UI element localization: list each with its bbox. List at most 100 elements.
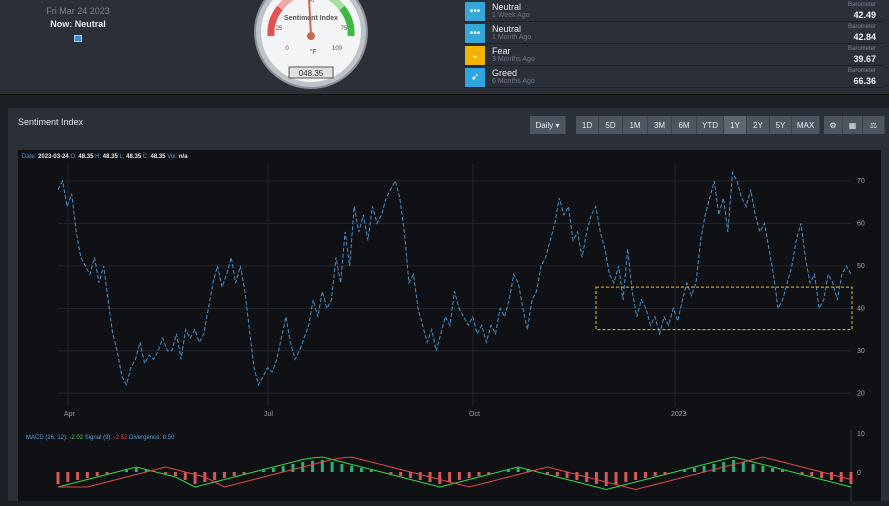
- range-5y[interactable]: 5Y: [770, 116, 792, 134]
- macd-histogram-bar: [66, 472, 70, 482]
- macd-histogram-bar: [712, 464, 716, 472]
- macd-histogram-bar: [311, 460, 315, 472]
- dots-icon: •••: [465, 2, 485, 21]
- history-item-3-months[interactable]: ⌄ Fear 3 Months Ago Barometer 39.67: [464, 44, 884, 66]
- macd-histogram-bar: [643, 472, 647, 478]
- macd-histogram-bar: [105, 472, 109, 474]
- macd-histogram-bar: [526, 470, 530, 472]
- macd-histogram-bar: [829, 472, 833, 480]
- y-tick-label: 50: [857, 263, 865, 270]
- gauge-tick-0: 0: [285, 46, 289, 52]
- macd-histogram-bar: [448, 472, 452, 482]
- macd-y-tick-label: 0: [857, 470, 861, 477]
- macd-histogram-bar: [751, 464, 755, 472]
- macd-histogram-bar: [614, 472, 618, 484]
- macd-histogram-bar: [604, 472, 608, 486]
- sentiment-line-chart: Apr Jul Oct 2023 20 30 40 50 60 70 10 0: [56, 164, 865, 501]
- rocket-icon: ➶: [465, 68, 485, 87]
- range-2y[interactable]: 2Y: [747, 116, 770, 134]
- macd-histogram-bar: [56, 472, 60, 484]
- macd-histogram-bar: [594, 472, 598, 484]
- panel-title: Sentiment Index: [18, 117, 84, 127]
- sentiment-chart-panel: Sentiment Index Daily ▾ 1D 5D 1M 3M 6M Y…: [8, 108, 889, 501]
- macd-histogram-bar: [565, 472, 569, 478]
- flag-icon: [74, 35, 82, 42]
- macd-histogram-bar: [222, 472, 226, 478]
- range-ytd[interactable]: YTD: [697, 116, 724, 134]
- x-tick-label: Jul: [264, 411, 273, 418]
- macd-histogram-bar: [389, 472, 393, 474]
- macd-histogram-bar: [624, 472, 628, 482]
- macd-histogram-bar: [330, 462, 334, 472]
- y-tick-label: 30: [857, 348, 865, 355]
- history-item-1-month[interactable]: ••• Neutral 1 Month Ago Barometer 42.84: [464, 22, 884, 44]
- macd-signal-line: [58, 456, 852, 491]
- macd-histogram-bar: [85, 472, 89, 478]
- macd-histogram-bar: [340, 464, 344, 472]
- range-5d[interactable]: 5D: [599, 116, 623, 134]
- macd-histogram-bar: [634, 472, 638, 480]
- history-list: ••• Neutral 1 Week Ago Barometer 42.49 •…: [464, 0, 884, 88]
- macd-histogram-bar: [820, 472, 824, 478]
- range-6m[interactable]: 6M: [672, 116, 697, 134]
- macd-histogram-bar: [732, 460, 736, 472]
- macd-histogram-bar: [575, 472, 579, 480]
- range-3m[interactable]: 3M: [648, 116, 672, 134]
- history-item-1-week[interactable]: ••• Neutral 1 Week Ago Barometer 42.49: [464, 0, 884, 22]
- chart-area[interactable]: Date: 2023-03-24 O: 48.35 H: 48.35 L: 48…: [18, 150, 881, 501]
- macd-histogram-bar: [213, 472, 217, 480]
- macd-histogram-bar: [125, 470, 129, 472]
- macd-histogram-bar: [281, 466, 285, 472]
- gauge-needle: [308, 0, 312, 37]
- macd-histogram-bar: [350, 466, 354, 472]
- calculator-icon[interactable]: ▦: [843, 116, 863, 134]
- macd-histogram-bar: [683, 470, 687, 472]
- dots-icon: •••: [465, 24, 485, 43]
- macd-histogram-bar: [399, 472, 403, 476]
- macd-histogram-bar: [516, 468, 520, 472]
- range-1y[interactable]: 1Y: [724, 116, 747, 134]
- x-tick-label: Oct: [469, 411, 480, 418]
- range-1d[interactable]: 1D: [576, 116, 599, 134]
- macd-histogram-bar: [320, 460, 324, 472]
- macd-histogram-bar: [653, 472, 657, 476]
- macd-histogram-bar: [418, 472, 422, 480]
- macd-histogram-bar: [771, 468, 775, 472]
- gauge-unit: °F: [309, 48, 316, 56]
- macd-histogram-bar: [702, 466, 706, 472]
- macd-histogram-bar: [242, 472, 246, 474]
- history-item-6-months[interactable]: ➶ Greed 6 Months Ago Barometer 66.36: [464, 66, 884, 88]
- sentiment-gauge: Sentiment Index 0 25 50 75 100 °F 048.35: [252, 0, 370, 95]
- interval-dropdown[interactable]: Daily ▾: [530, 116, 566, 134]
- macd-histogram-bar: [457, 472, 461, 480]
- macd-histogram-bar: [291, 464, 295, 472]
- macd-y-tick-label: 10: [857, 431, 865, 438]
- macd-histogram-bar: [477, 472, 481, 476]
- ohlc-readout: Date: 2023-03-24 O: 48.35 H: 48.35 L: 48…: [22, 154, 188, 160]
- range-max[interactable]: MAX: [792, 116, 820, 134]
- summary-panel: Fri Mar 24 2023 Now: Neutral Sentiment I…: [0, 0, 889, 95]
- macd-legend: MACD (26, 12): -2.02 Signal (9): -2.52 D…: [26, 435, 175, 441]
- balance-scale-icon[interactable]: ⚖: [863, 116, 885, 134]
- macd-histogram-bar: [193, 472, 197, 484]
- macd-histogram-bar: [761, 466, 765, 472]
- gauge-readout: 048.35: [299, 69, 324, 78]
- chevron-down-icon: ⌄: [465, 46, 485, 65]
- macd-histogram-bar: [134, 468, 138, 472]
- gears-icon[interactable]: ⚙: [824, 116, 843, 134]
- sentiment-series-line: [57, 170, 852, 387]
- gauge-tick-50: 50: [308, 0, 315, 4]
- macd-histogram-bar: [359, 468, 363, 472]
- macd-histogram-bar: [271, 468, 275, 472]
- macd-histogram-bar: [144, 470, 148, 472]
- macd-histogram-bar: [438, 472, 442, 484]
- macd-histogram-bar: [164, 472, 168, 474]
- macd-histogram-bar: [546, 472, 550, 474]
- macd-histogram-bar: [232, 472, 236, 476]
- macd-histogram-bar: [849, 472, 853, 484]
- macd-histogram-bar: [173, 472, 177, 476]
- gauge-tick-75: 75: [341, 26, 348, 32]
- macd-histogram-bar: [555, 472, 559, 476]
- macd-histogram-bar: [741, 462, 745, 472]
- range-1m[interactable]: 1M: [623, 116, 648, 134]
